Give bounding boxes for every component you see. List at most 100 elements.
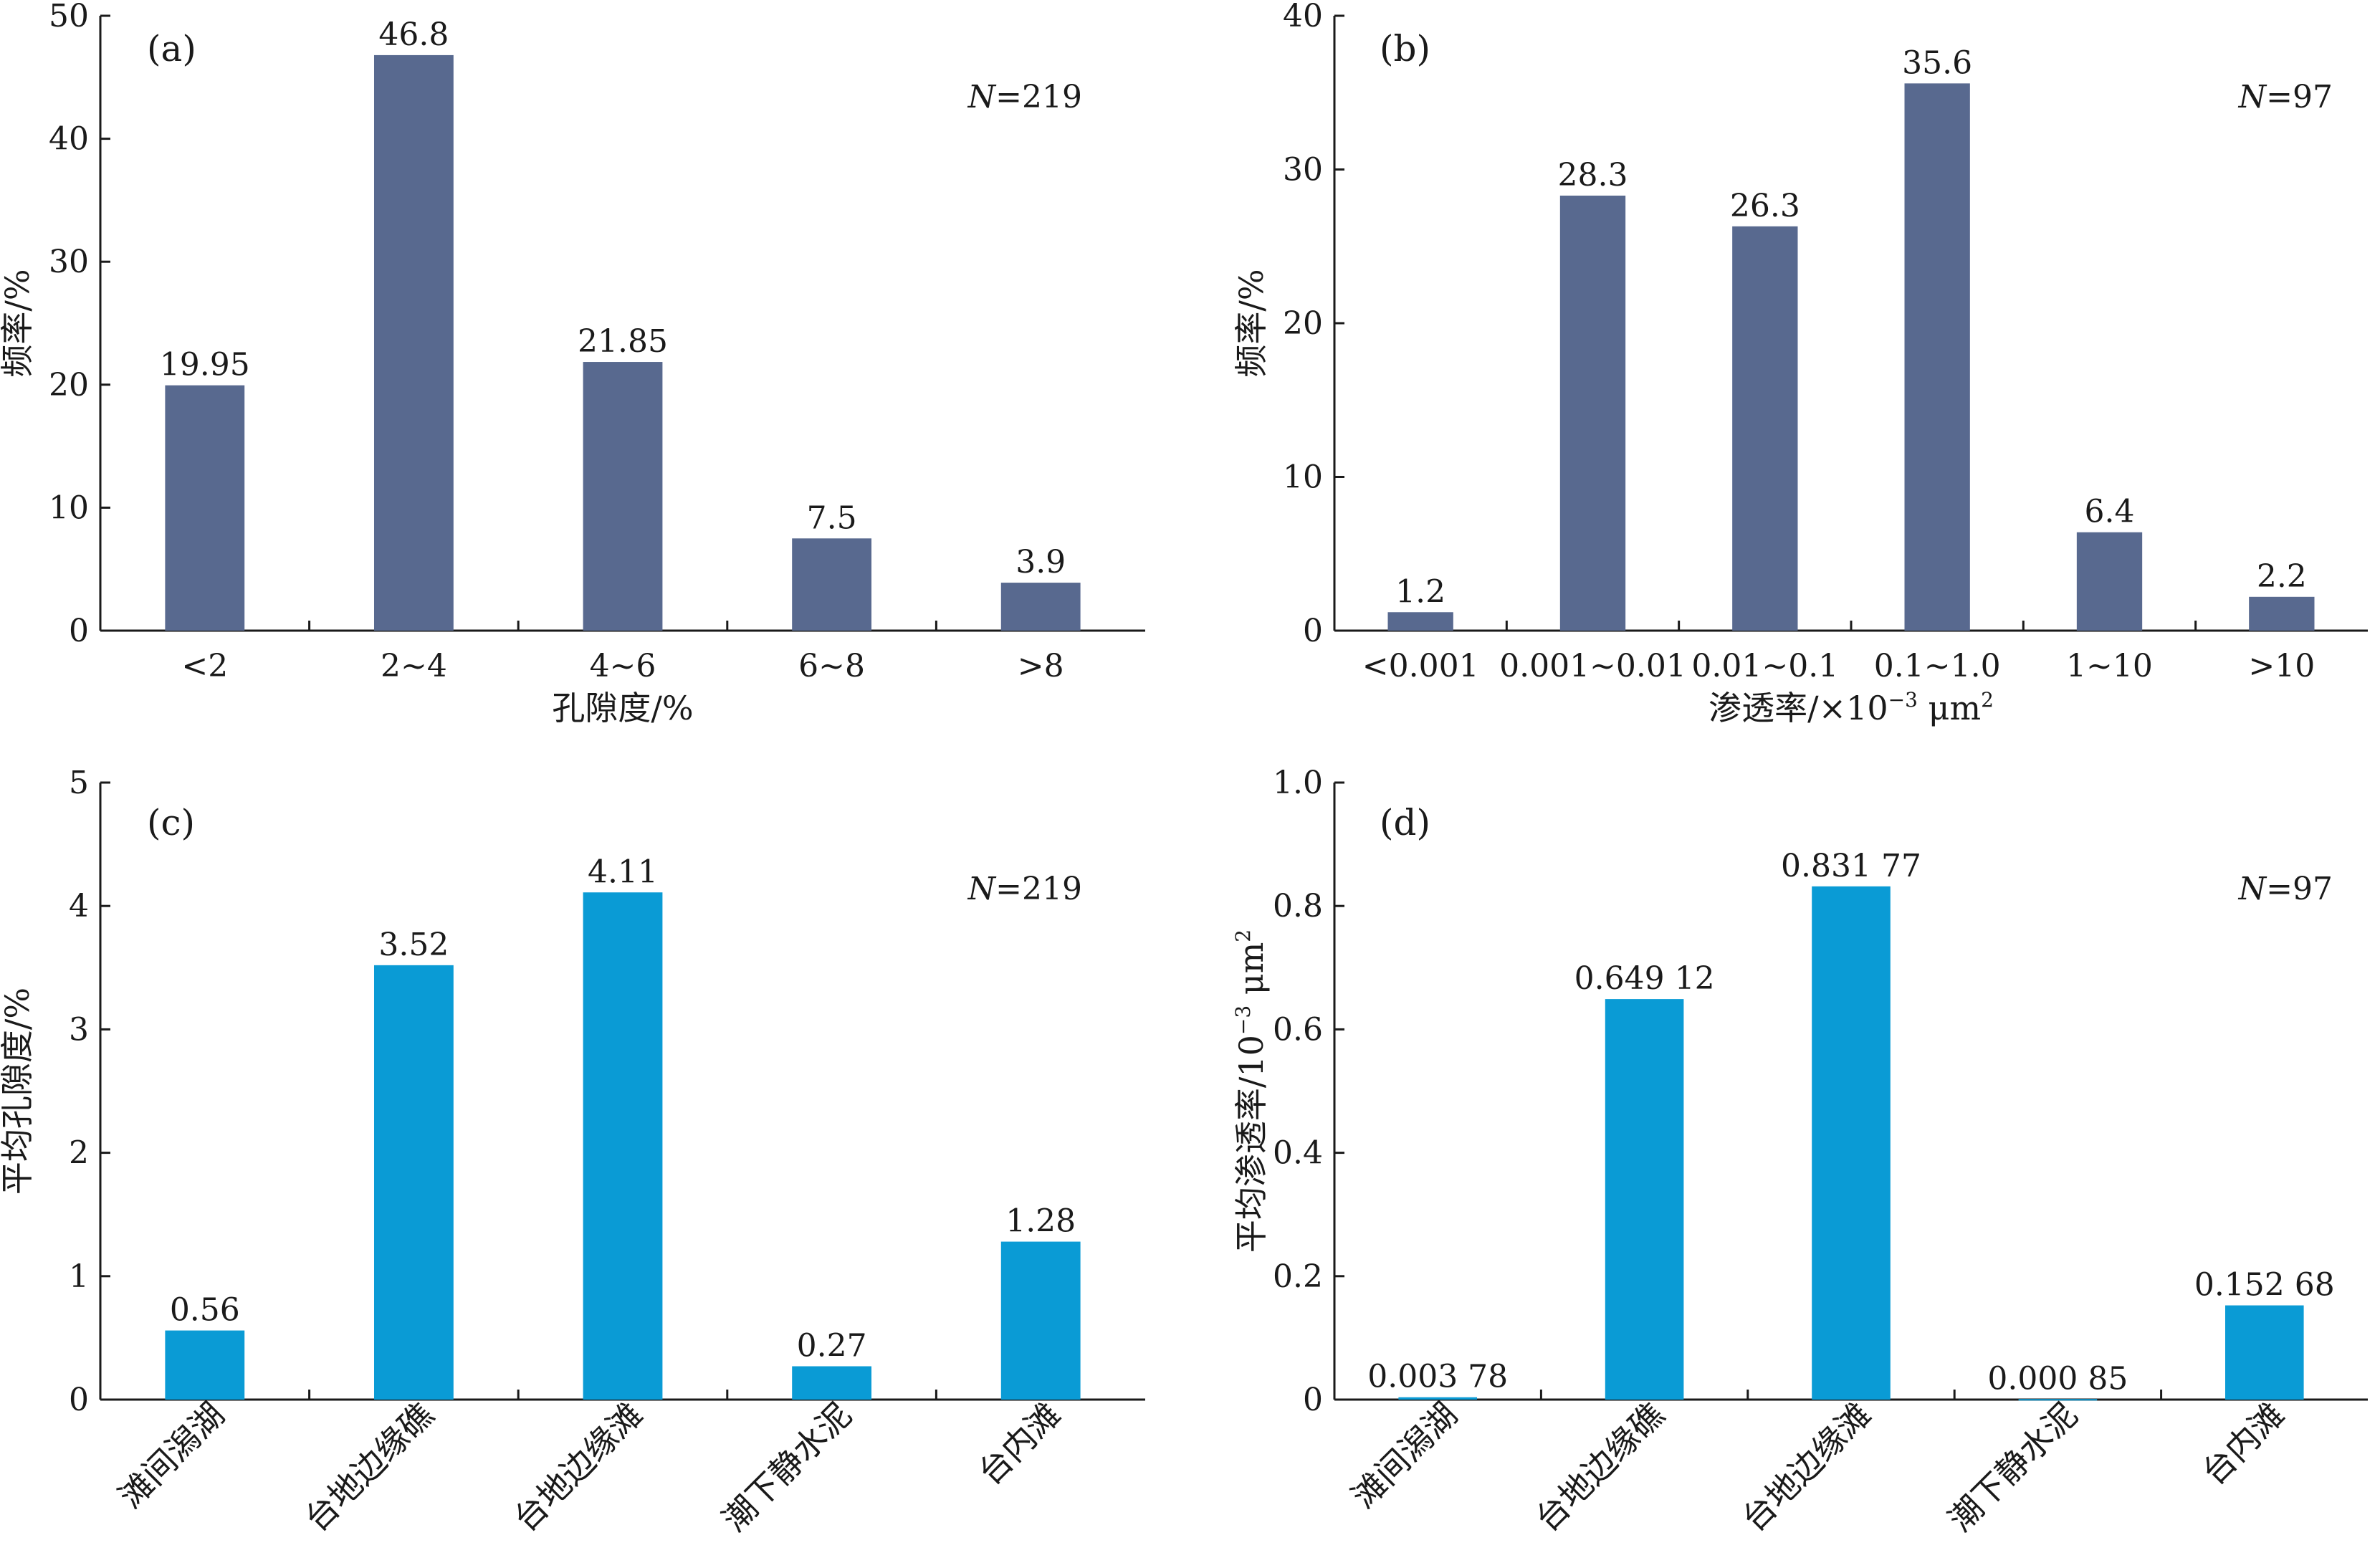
x-category-label: 滩间潟湖 [1344, 1395, 1465, 1516]
bar [1000, 583, 1081, 631]
sample-count-label: N=219 [967, 79, 1082, 115]
y-tick-label: 5 [69, 765, 89, 801]
x-category-label: 4~6 [590, 648, 656, 684]
x-category-label: >8 [1018, 648, 1064, 684]
bar [792, 538, 872, 631]
y-tick-label: 10 [49, 489, 89, 526]
bar [583, 892, 663, 1400]
chart-panel-c: 0 1 2 3 4 5 0.56 滩间潟湖 3.52 台地边缘礁 4.11 台地边缘滩 0.27 潮下静水… [0, 765, 1145, 1539]
y-tick-label: 4 [69, 888, 89, 924]
x-category-label: 潮下静水泥 [1941, 1395, 2085, 1539]
bar-value-label: 19.95 [160, 347, 250, 383]
bar-value-label: 0.000 85 [1987, 1360, 2128, 1397]
x-category-label: 2~4 [381, 648, 447, 684]
y-axis-title: 平均渗透率/10−3 μm2 [1231, 929, 1271, 1253]
bar-value-label: 1.2 [1395, 573, 1445, 610]
sample-count-label: N=97 [2238, 871, 2333, 907]
bar-value-label: 0.649 12 [1574, 960, 1715, 997]
chart-panel-b: 0 10 20 30 40 1.2 <0.001 28.3 0.001~0.01 26.3 0.01… [1232, 0, 2368, 727]
y-tick-label: 20 [49, 367, 89, 403]
y-tick-label: 10 [1283, 459, 1323, 496]
x-category-label: 6~8 [798, 648, 865, 684]
bar [1605, 999, 1684, 1400]
bar-value-label: 3.9 [1015, 544, 1066, 580]
bar [1559, 195, 1626, 631]
bar [373, 54, 454, 631]
sample-count-label: N=219 [967, 871, 1082, 907]
bar [1387, 612, 1453, 631]
bar [165, 385, 245, 631]
y-axis-title: 频率/% [1232, 269, 1271, 377]
y-tick-label: 1.0 [1273, 765, 1323, 801]
y-tick-label: 40 [49, 121, 89, 158]
x-category-label: 台内滩 [970, 1395, 1068, 1493]
bar-value-label: 0.152 68 [2194, 1267, 2335, 1304]
y-tick-label: 3 [69, 1011, 89, 1048]
x-category-label: <0.001 [1362, 648, 1479, 684]
chart-panel-a: 0 10 20 30 40 50 19.95 <2 46.8 2~4 21.85 4~6 7.5 6~8 3… [0, 0, 1145, 727]
y-tick-label: 0 [69, 613, 89, 649]
y-tick-label: 2 [69, 1135, 89, 1172]
x-category-label: >10 [2248, 648, 2315, 684]
y-tick-label: 0.2 [1273, 1258, 1323, 1295]
bar [583, 362, 663, 631]
bar-value-label: 7.5 [807, 499, 857, 536]
bar-value-label: 0.56 [170, 1292, 240, 1329]
x-category-label: 台内滩 [2194, 1395, 2292, 1493]
x-category-label: 台地边缘礁 [1528, 1395, 1672, 1539]
x-category-label: 台地边缘礁 [297, 1395, 441, 1539]
y-tick-label: 0.4 [1273, 1135, 1323, 1172]
y-tick-label: 0.8 [1273, 888, 1323, 924]
bar-value-label: 21.85 [578, 323, 668, 360]
y-tick-label: 1 [69, 1258, 89, 1295]
panel-label: (d) [1380, 802, 1430, 843]
y-tick-label: 0 [69, 1382, 89, 1418]
x-axis-title: 渗透率/×10−3 μm2 [1708, 688, 1994, 727]
bar-value-label: 4.11 [588, 854, 658, 890]
bar-value-label: 28.3 [1558, 157, 1628, 193]
y-axis-title: 频率/% [0, 269, 37, 377]
y-axis-title: 平均孔隙度/% [0, 988, 37, 1195]
y-tick-label: 0.6 [1273, 1011, 1323, 1048]
y-tick-label: 30 [49, 244, 89, 280]
sample-count-label: N=97 [2238, 79, 2333, 115]
bar [2076, 532, 2143, 631]
y-tick-label: 40 [1283, 0, 1323, 34]
x-category-label: 滩间潟湖 [111, 1395, 231, 1516]
bar [792, 1366, 872, 1400]
bar [1732, 226, 1798, 631]
bar-value-label: 1.28 [1005, 1203, 1076, 1240]
x-category-label: 台地边缘滩 [506, 1395, 650, 1539]
bar [2225, 1305, 2304, 1400]
bar [373, 965, 454, 1400]
bar [2018, 1399, 2098, 1401]
bar-value-label: 2.2 [2257, 558, 2307, 595]
y-tick-label: 0 [1303, 613, 1323, 649]
bar [1904, 83, 1970, 631]
x-category-label: 1~10 [2066, 648, 2153, 684]
bar [1000, 1241, 1081, 1400]
x-category-label: 0.001~0.01 [1499, 648, 1686, 684]
y-tick-label: 20 [1283, 305, 1323, 342]
y-tick-label: 0 [1303, 1382, 1323, 1418]
y-tick-label: 50 [49, 0, 89, 34]
bar-value-label: 6.4 [2085, 494, 2135, 530]
bar-value-label: 46.8 [378, 16, 449, 53]
bar [165, 1330, 245, 1400]
panel-label: (a) [147, 28, 196, 70]
panel-label: (b) [1380, 28, 1430, 70]
bar [1812, 886, 1891, 1400]
x-category-label: 0.01~0.1 [1691, 648, 1838, 684]
x-category-label: <2 [181, 648, 228, 684]
x-axis-title: 孔隙度/% [552, 689, 693, 727]
x-category-label: 潮下静水泥 [715, 1395, 859, 1539]
y-tick-label: 30 [1283, 152, 1323, 188]
panel-label: (c) [147, 802, 195, 843]
bar-value-label: 3.52 [378, 927, 449, 963]
x-category-label: 台地边缘滩 [1734, 1395, 1878, 1539]
bar-value-label: 0.27 [797, 1328, 867, 1364]
bar-value-label: 35.6 [1902, 44, 1972, 81]
bar-value-label: 26.3 [1730, 188, 1800, 224]
